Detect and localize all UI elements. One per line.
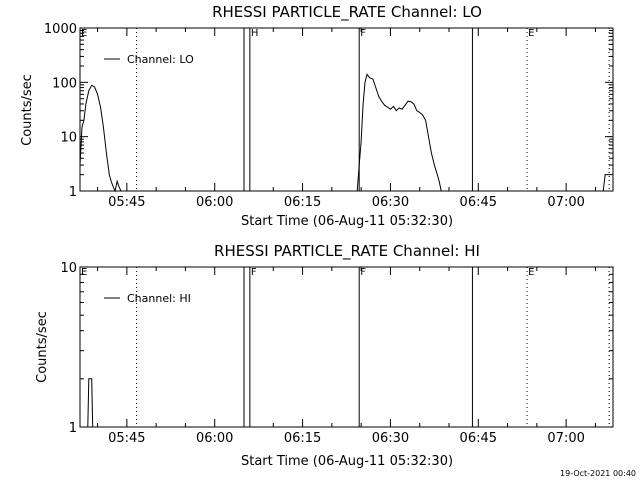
x-tick-label-5: 07:00	[547, 195, 584, 210]
hi-legend-label: Channel: HI	[127, 292, 191, 305]
x-tick-label-0: 05:45	[108, 431, 145, 446]
hi-chart-title: RHESSI PARTICLE_RATE Channel: HI	[214, 242, 480, 261]
x-tick-label-4: 06:45	[460, 195, 497, 210]
x-tick-label-0: 05:45	[108, 195, 145, 210]
hi-x-axis-label: Start Time (06-Aug-11 05:32:30)	[241, 454, 453, 469]
marker-label-4: F	[360, 267, 366, 278]
lo-y-axis-label: Counts/sec	[20, 74, 35, 146]
marker-label-6: E	[528, 28, 534, 39]
lo-x-axis-label: Start Time (06-Aug-11 05:32:30)	[241, 214, 453, 229]
lo-series-lines	[79, 73, 610, 193]
series-line-0	[87, 378, 94, 428]
x-tick-label-1: 06:00	[196, 431, 233, 446]
lo-legend-label: Channel: LO	[127, 53, 194, 66]
marker-label-0: E	[81, 28, 87, 39]
x-tick-label-3: 06:30	[372, 431, 409, 446]
y-tick-label-1: 10	[60, 261, 77, 276]
y-tick-label-3: 1000	[44, 22, 77, 37]
series-line-1	[356, 73, 442, 192]
marker-label-3: H	[251, 28, 259, 39]
hi-y-axis: 1 10	[60, 261, 613, 436]
x-tick-label-4: 06:45	[460, 431, 497, 446]
y-tick-label-0: 1	[69, 421, 77, 436]
lo-chart-title: RHESSI PARTICLE_RATE Channel: LO	[212, 3, 482, 22]
y-tick-label-1: 10	[60, 131, 77, 146]
series-line-0	[79, 84, 123, 193]
marker-label-0: E	[81, 267, 87, 278]
x-tick-label-2: 06:15	[284, 195, 321, 210]
y-tick-label-0: 1	[69, 185, 77, 200]
x-tick-label-2: 06:15	[284, 431, 321, 446]
x-tick-label-1: 06:00	[196, 195, 233, 210]
lo-y-axis: 1 10 100 1000	[44, 22, 613, 200]
marker-label-6: E	[528, 267, 534, 278]
series-line-2	[602, 174, 610, 192]
x-tick-label-3: 06:30	[372, 195, 409, 210]
footer-timestamp: 19-Oct-2021 00:40	[560, 469, 636, 478]
marker-label-4: F	[360, 28, 366, 39]
x-tick-label-5: 07:00	[547, 431, 584, 446]
y-tick-label-2: 100	[52, 76, 77, 91]
lo-x-axis: 05:45 06:00 06:15 06:30 06:45 07:00	[97, 28, 596, 210]
hi-series-lines	[87, 378, 94, 428]
marker-label-3: F	[251, 267, 257, 278]
hi-plot-frame	[79, 266, 614, 428]
hi-y-axis-label: Counts/sec	[35, 311, 50, 383]
hi-x-axis: 05:45 06:00 06:15 06:30 06:45 07:00	[97, 267, 596, 446]
